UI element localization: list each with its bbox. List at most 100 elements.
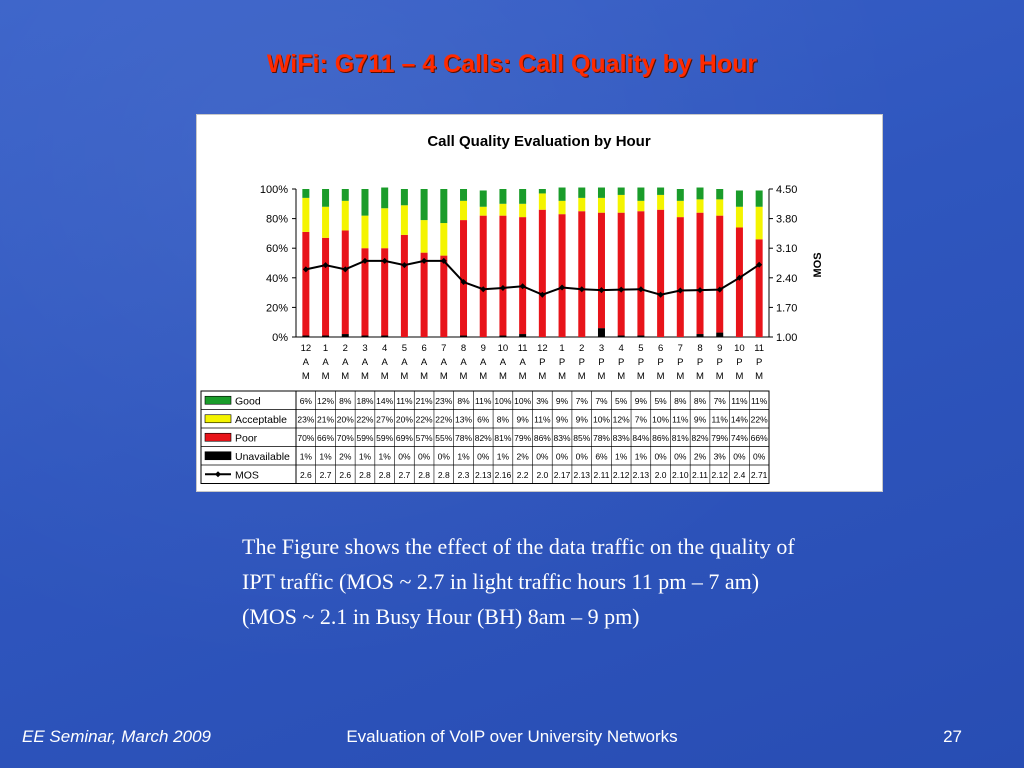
y-tick-label: 20%: [266, 302, 288, 314]
data-table-cell: 14%: [731, 414, 748, 424]
data-table-cell: 10%: [593, 414, 610, 424]
data-table-cell: 79%: [514, 433, 531, 443]
data-table-cell: 21%: [317, 414, 334, 424]
bar-acceptable: [696, 199, 704, 213]
data-table-cell: 0%: [438, 451, 451, 461]
x-tick-label: A: [362, 357, 369, 368]
bar-good: [558, 187, 566, 201]
x-tick-label: 7: [441, 343, 446, 354]
data-table-cell: 0%: [674, 451, 687, 461]
data-table-cell: 1%: [497, 451, 510, 461]
data-table-cell: 57%: [416, 433, 433, 443]
data-table-cell: 82%: [692, 433, 709, 443]
data-table-cell: 20%: [396, 414, 413, 424]
data-table-cell: 5%: [654, 396, 667, 406]
mos-point: [302, 266, 309, 273]
data-table-cell: 59%: [356, 433, 373, 443]
data-table-cell: 10%: [652, 414, 669, 424]
data-table-cell: 2.13: [475, 470, 492, 480]
x-tick-label: A: [342, 357, 349, 368]
data-table-cell: 2.16: [495, 470, 512, 480]
bar-good: [361, 189, 369, 216]
bar-good: [538, 189, 546, 194]
bar-acceptable: [578, 197, 586, 212]
data-table-cell: 9%: [694, 414, 707, 424]
bar-good: [597, 187, 605, 198]
data-table-cell: 11%: [751, 396, 768, 406]
x-tick-label: P: [618, 357, 624, 368]
data-table-cell: 81%: [672, 433, 689, 443]
y-tick-label: 60%: [266, 243, 288, 255]
x-tick-label: M: [657, 371, 665, 382]
x-tick-label: A: [441, 357, 448, 368]
data-table-cell: 7%: [576, 396, 589, 406]
data-table-cell: 8%: [497, 414, 510, 424]
mos-point: [322, 262, 329, 269]
data-table-cell: 10%: [494, 396, 511, 406]
bar-acceptable: [440, 223, 448, 256]
x-tick-label: P: [756, 357, 762, 368]
bar-poor: [420, 252, 428, 337]
call-quality-chart: Call Quality Evaluation by Hour0%20%40%6…: [200, 133, 824, 484]
data-table-cell: 2.6: [300, 470, 312, 480]
mos-point: [361, 257, 368, 264]
y2-tick-label: 1.00: [776, 332, 797, 344]
bar-good: [341, 189, 349, 201]
data-table-cell: 13%: [455, 414, 472, 424]
data-table-cell: 11%: [712, 414, 729, 424]
data-table-cell: 85%: [573, 433, 590, 443]
y-tick-label: 0%: [272, 332, 288, 344]
data-table-cell: 11%: [672, 414, 689, 424]
bar-acceptable: [538, 193, 546, 210]
data-table-cell: 22%: [356, 414, 373, 424]
data-table-cell: 3%: [714, 451, 727, 461]
data-table-cell: 83%: [613, 433, 630, 443]
x-tick-label: A: [382, 357, 389, 368]
bar-poor: [499, 215, 507, 336]
y-tick-label: 100%: [260, 184, 288, 196]
bar-acceptable: [361, 215, 369, 249]
y2-tick-label: 3.10: [776, 243, 797, 255]
bar-good: [617, 187, 625, 195]
mos-point: [401, 262, 408, 269]
x-tick-label: P: [736, 357, 742, 368]
slide-title: WiFi: G711 – 4 Calls: Call Quality by Ho…: [266, 50, 758, 78]
x-tick-label: M: [420, 371, 428, 382]
bar-acceptable: [460, 200, 468, 221]
data-table-cell: 11%: [534, 414, 551, 424]
mos-point: [559, 284, 566, 291]
x-tick-label: 11: [518, 343, 528, 354]
y-tick-label: 80%: [266, 214, 288, 226]
data-table-cell: 1%: [615, 451, 628, 461]
x-tick-label: 7: [678, 343, 683, 354]
bar-unavailable: [617, 335, 625, 337]
x-tick-label: M: [361, 371, 369, 382]
x-tick-label: M: [519, 371, 527, 382]
bar-unavailable: [381, 335, 389, 337]
mos-point: [578, 286, 585, 293]
bar-unavailable: [637, 335, 645, 337]
data-table-cell: 10%: [514, 396, 531, 406]
bar-good: [735, 190, 743, 207]
bar-poor: [597, 212, 605, 329]
bar-good: [381, 187, 389, 209]
legend-label: Poor: [235, 432, 258, 444]
data-table-cell: 55%: [435, 433, 452, 443]
x-tick-label: M: [755, 371, 763, 382]
x-tick-label: M: [302, 371, 310, 382]
data-table-cell: 82%: [475, 433, 492, 443]
x-tick-label: P: [677, 357, 683, 368]
bar-acceptable: [400, 205, 408, 235]
body-text: The Figure shows the effect of the data …: [242, 534, 795, 629]
data-table-cell: 66%: [751, 433, 768, 443]
bar-acceptable: [499, 203, 507, 216]
bar-good: [519, 189, 527, 204]
bar-good: [499, 189, 507, 204]
data-table-cell: 2%: [339, 451, 352, 461]
data-table-cell: 7%: [595, 396, 608, 406]
x-tick-label: A: [322, 357, 329, 368]
mos-point: [499, 284, 506, 291]
legend-key-acceptable: [204, 414, 232, 424]
data-table-cell: 86%: [652, 433, 669, 443]
data-table-cell: 0%: [576, 451, 589, 461]
